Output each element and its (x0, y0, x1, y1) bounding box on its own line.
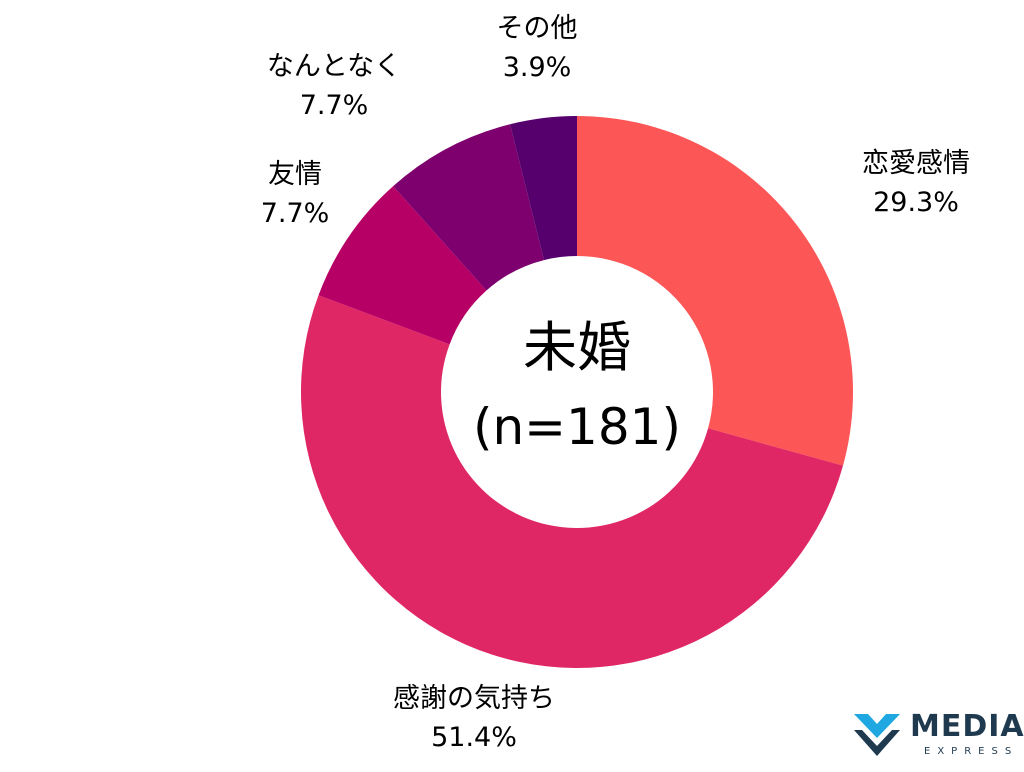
slice-label-3: 友情 (268, 159, 322, 190)
logo-name: MEDIA (910, 709, 1024, 744)
slice-label-1: 恋愛感情 (862, 148, 970, 179)
slice-label-5: その他 (497, 13, 578, 44)
logo-subtitle: EXPRESS (924, 746, 1019, 757)
slice-value-1: 29.3% (873, 187, 959, 218)
labels-layer: 恋愛感情 29.3% 感謝の気持ち 51.4% 友情 7.7% なんとなく 7.7% その他 3.… (261, 13, 970, 753)
slice-3 (318, 186, 487, 345)
logo-mark-icon (854, 714, 900, 756)
center-label: 未婚 (n=181) (473, 316, 681, 456)
slice-value-3: 7.7% (261, 198, 330, 229)
slice-value-5: 3.9% (503, 52, 572, 83)
slice-label-2: 感謝の気持ち (393, 683, 555, 714)
slice-1 (577, 116, 853, 466)
slice-5 (510, 116, 577, 261)
center-title: 未婚 (523, 316, 631, 379)
brand-logo: MEDIA EXPRESS (850, 708, 1024, 764)
slices-layer (301, 116, 853, 668)
slice-value-2: 51.4% (431, 722, 517, 753)
slice-4 (393, 124, 545, 291)
slice-2 (301, 295, 843, 668)
slice-value-4: 7.7% (300, 90, 369, 121)
center-subtitle: (n=181) (473, 398, 681, 456)
slice-label-4: なんとなく (267, 51, 401, 82)
